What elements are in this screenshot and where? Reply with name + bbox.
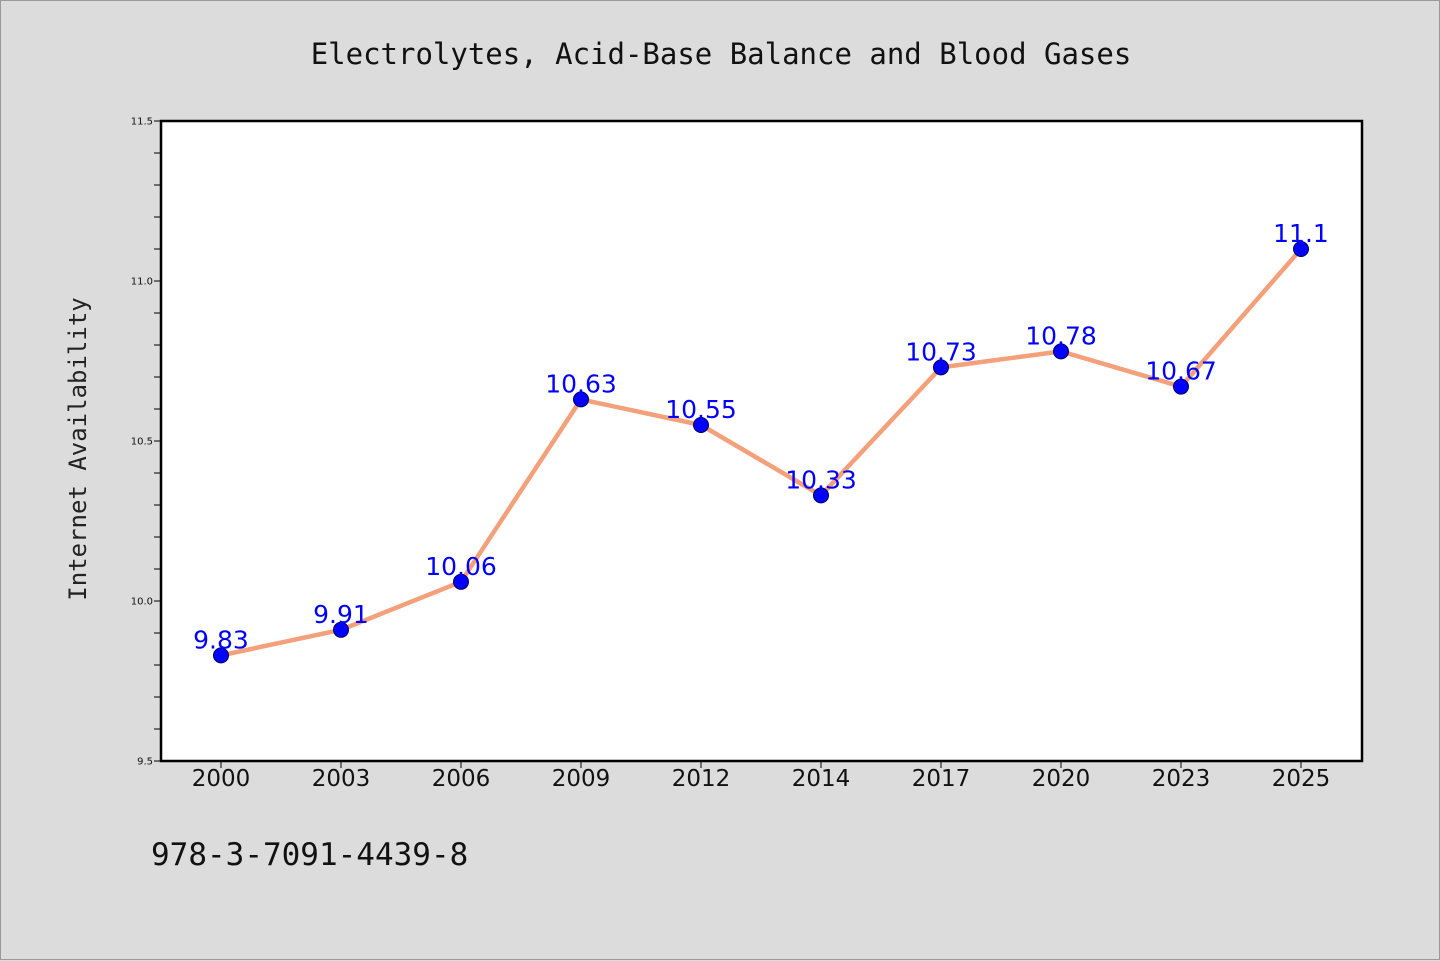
- x-tick-label: 2023: [1152, 766, 1211, 792]
- x-tick-label: 2014: [792, 766, 851, 792]
- data-label: 9.91: [313, 600, 369, 629]
- data-label: 10.73: [905, 337, 977, 366]
- data-point: [573, 391, 589, 408]
- data-label: 10.06: [425, 552, 497, 581]
- x-axis: 2000 2003 2006 2009 2012 2014 2017 2020 2023 2025: [192, 761, 1331, 792]
- data-label: 10.55: [665, 395, 737, 424]
- data-label: 10.63: [545, 369, 617, 398]
- y-tick-label: 11.5: [131, 117, 153, 128]
- plot-area: [159, 119, 1364, 763]
- data-label: 9.83: [193, 625, 249, 654]
- chart-title: Electrolytes, Acid-Base Balance and Bloo…: [311, 37, 1132, 71]
- y-axis: 9.5 10.0 10.5 11.0 11.5: [131, 117, 161, 768]
- data-labels: 9.83 9.91 10.06 10.63 10.55 10.33 10.73 10.78 10…: [193, 219, 1329, 654]
- data-point: [1293, 241, 1309, 257]
- y-axis-label: Internet Availability: [64, 297, 92, 600]
- x-tick-label: 2012: [672, 766, 731, 792]
- data-point: [213, 647, 229, 664]
- series-line: [218, 246, 1304, 658]
- isbn-label: 978-3-7091-4439-8: [151, 837, 468, 873]
- y-tick-label: 9.5: [137, 757, 153, 768]
- y-tick-label: 10.0: [131, 597, 153, 608]
- data-point: [1053, 343, 1069, 360]
- data-point: [453, 573, 469, 590]
- y-tick-label: 11.0: [131, 277, 153, 288]
- x-tick-label: 2003: [312, 766, 371, 792]
- data-point: [813, 487, 829, 504]
- data-point: [693, 417, 709, 433]
- x-tick-label: 2006: [432, 766, 491, 792]
- series-layer: [213, 241, 1309, 664]
- y-tick-label: 10.5: [131, 437, 153, 448]
- data-label: 10.33: [785, 465, 857, 494]
- data-point: [1173, 378, 1189, 395]
- x-tick-label: 2017: [912, 766, 971, 792]
- data-point: [333, 621, 349, 638]
- x-tick-label: 2000: [192, 766, 251, 792]
- x-tick-label: 2009: [552, 766, 611, 792]
- x-tick-label: 2025: [1272, 766, 1331, 792]
- x-tick-label: 2020: [1032, 766, 1091, 792]
- data-label: 10.67: [1145, 357, 1217, 386]
- data-label: 11.1: [1273, 219, 1329, 248]
- data-point: [933, 359, 949, 376]
- data-label: 10.78: [1025, 321, 1097, 350]
